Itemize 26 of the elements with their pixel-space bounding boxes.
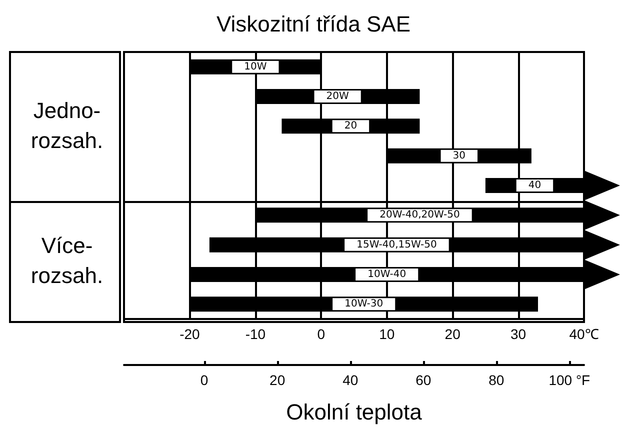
x2-tick-label: 100 °F bbox=[548, 372, 590, 388]
series-label: 20 bbox=[344, 120, 358, 132]
series-label: 40 bbox=[528, 180, 542, 191]
series-label: 30 bbox=[452, 150, 466, 162]
x-axis-title: Okolní teplota bbox=[286, 400, 423, 424]
series-label: 10W-40 bbox=[368, 269, 406, 280]
series-label: 20W-40,20W-50 bbox=[380, 210, 460, 221]
x-tick-label: 0 bbox=[317, 326, 326, 342]
x-tick-label: 40℃ bbox=[569, 326, 599, 342]
x2-tick-label: 80 bbox=[488, 372, 504, 388]
x2-tick-label: 0 bbox=[200, 372, 208, 388]
series-label: 10W-30 bbox=[344, 298, 384, 310]
text: Více- rozsah. bbox=[30, 232, 104, 288]
x-tick-label: 20 bbox=[444, 326, 461, 342]
series-label: 20W bbox=[326, 91, 349, 102]
x-tick-label: -10 bbox=[245, 326, 266, 342]
x2-tick-label: 20 bbox=[270, 372, 286, 388]
x-tick-label: -20 bbox=[180, 326, 200, 342]
text: Jedno- rozsah. bbox=[30, 98, 104, 153]
series-label: 15W-40,15W-50 bbox=[356, 239, 437, 250]
chart-title: Viskozitní třída SAE bbox=[216, 12, 411, 36]
x2-tick-label: 60 bbox=[416, 372, 432, 388]
x-tick-label: 30 bbox=[510, 326, 526, 342]
x2-tick-label: 40 bbox=[342, 372, 358, 388]
x-tick-label: 10 bbox=[379, 326, 395, 342]
series-label: 10W bbox=[244, 61, 267, 72]
